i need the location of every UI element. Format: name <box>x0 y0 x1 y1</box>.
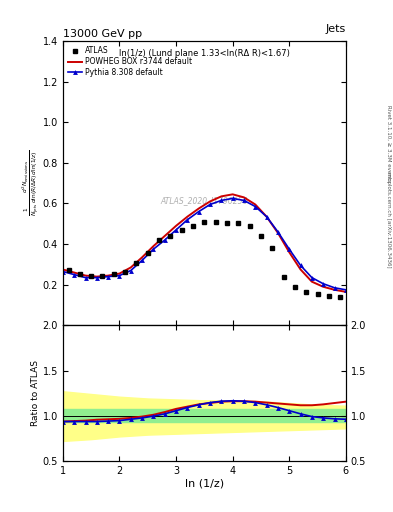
ATLAS <box>145 250 150 257</box>
ATLAS <box>247 223 252 229</box>
POWHEG BOX r3744 default <box>129 264 133 270</box>
POWHEG BOX r3744 default <box>343 289 348 295</box>
Pythia 8.308 default <box>242 197 246 203</box>
ATLAS <box>304 289 309 295</box>
ATLAS <box>225 220 230 226</box>
ATLAS <box>179 227 184 233</box>
Text: ATLAS_2020_I1790256: ATLAS_2020_I1790256 <box>161 196 248 205</box>
ATLAS <box>168 233 173 239</box>
POWHEG BOX r3744 default <box>83 272 88 279</box>
Pythia 8.308 default <box>140 258 145 264</box>
Line: POWHEG BOX r3744 default: POWHEG BOX r3744 default <box>63 195 346 292</box>
ATLAS <box>134 260 139 266</box>
POWHEG BOX r3744 default <box>117 270 122 276</box>
POWHEG BOX r3744 default <box>61 266 65 272</box>
Pythia 8.308 default <box>117 272 122 279</box>
Pythia 8.308 default <box>174 227 178 233</box>
ATLAS <box>66 266 71 272</box>
Pythia 8.308 default <box>94 274 99 281</box>
POWHEG BOX r3744 default <box>332 287 337 293</box>
ATLAS <box>236 220 241 226</box>
Pythia 8.308 default <box>332 285 337 291</box>
ATLAS <box>338 294 343 300</box>
Pythia 8.308 default <box>343 287 348 293</box>
POWHEG BOX r3744 default <box>230 191 235 198</box>
ATLAS <box>213 219 218 225</box>
POWHEG BOX r3744 default <box>174 223 178 229</box>
ATLAS <box>157 237 162 243</box>
ATLAS <box>315 291 320 297</box>
Pythia 8.308 default <box>310 274 314 281</box>
Pythia 8.308 default <box>275 229 280 235</box>
ATLAS <box>259 233 263 239</box>
Pythia 8.308 default <box>219 197 224 203</box>
Pythia 8.308 default <box>298 262 303 268</box>
POWHEG BOX r3744 default <box>106 272 110 279</box>
Pythia 8.308 default <box>264 214 269 220</box>
POWHEG BOX r3744 default <box>185 214 190 220</box>
Pythia 8.308 default <box>72 271 77 278</box>
POWHEG BOX r3744 default <box>151 243 156 249</box>
Legend: ATLAS, POWHEG BOX r3744 default, Pythia 8.308 default: ATLAS, POWHEG BOX r3744 default, Pythia … <box>66 44 195 79</box>
POWHEG BOX r3744 default <box>208 198 212 204</box>
POWHEG BOX r3744 default <box>275 230 280 236</box>
ATLAS <box>89 272 94 279</box>
ATLAS <box>202 219 207 225</box>
ATLAS <box>77 270 82 276</box>
POWHEG BOX r3744 default <box>310 279 314 285</box>
POWHEG BOX r3744 default <box>298 266 303 272</box>
Pythia 8.308 default <box>129 267 133 273</box>
Y-axis label: $\frac{1}{N_{\mathrm{jets}}}\frac{d^2 N_{\mathrm{emissions}}}{d\ln (R/\Delta R)\: $\frac{1}{N_{\mathrm{jets}}}\frac{d^2 N_… <box>21 150 41 216</box>
POWHEG BOX r3744 default <box>253 201 258 207</box>
Pythia 8.308 default <box>230 195 235 201</box>
Line: Pythia 8.308 default: Pythia 8.308 default <box>61 196 348 292</box>
X-axis label: ln (1/z): ln (1/z) <box>185 478 224 488</box>
Pythia 8.308 default <box>106 273 110 280</box>
POWHEG BOX r3744 default <box>94 273 99 280</box>
POWHEG BOX r3744 default <box>219 194 224 200</box>
Text: Rivet 3.1.10, ≥ 3.3M events: Rivet 3.1.10, ≥ 3.3M events <box>386 105 391 182</box>
ATLAS <box>112 270 116 276</box>
Text: ln(1/z) (Lund plane 1.33<ln(RΔ R)<1.67): ln(1/z) (Lund plane 1.33<ln(RΔ R)<1.67) <box>119 50 290 58</box>
Text: Jets: Jets <box>325 24 346 34</box>
Y-axis label: Ratio to ATLAS: Ratio to ATLAS <box>31 360 40 426</box>
Pythia 8.308 default <box>287 246 292 252</box>
POWHEG BOX r3744 default <box>321 284 325 290</box>
POWHEG BOX r3744 default <box>162 233 167 239</box>
POWHEG BOX r3744 default <box>72 269 77 275</box>
Pythia 8.308 default <box>253 203 258 209</box>
ATLAS <box>123 268 127 274</box>
Pythia 8.308 default <box>83 274 88 281</box>
Pythia 8.308 default <box>208 201 212 207</box>
ATLAS <box>191 223 195 229</box>
POWHEG BOX r3744 default <box>242 195 246 201</box>
Line: ATLAS: ATLAS <box>66 219 343 300</box>
POWHEG BOX r3744 default <box>264 214 269 220</box>
Pythia 8.308 default <box>321 281 325 287</box>
ATLAS <box>292 284 297 290</box>
Pythia 8.308 default <box>61 268 65 274</box>
ATLAS <box>281 273 286 280</box>
Text: mcplots.cern.ch [arXiv:1306.3436]: mcplots.cern.ch [arXiv:1306.3436] <box>386 173 391 268</box>
Pythia 8.308 default <box>162 237 167 243</box>
Pythia 8.308 default <box>151 246 156 252</box>
POWHEG BOX r3744 default <box>287 249 292 255</box>
Text: 13000 GeV pp: 13000 GeV pp <box>63 29 142 39</box>
ATLAS <box>327 293 331 299</box>
Pythia 8.308 default <box>185 217 190 223</box>
Pythia 8.308 default <box>196 208 201 215</box>
ATLAS <box>100 272 105 279</box>
Bar <box>63 409 346 422</box>
ATLAS <box>270 245 275 251</box>
POWHEG BOX r3744 default <box>196 205 201 211</box>
POWHEG BOX r3744 default <box>140 254 145 261</box>
